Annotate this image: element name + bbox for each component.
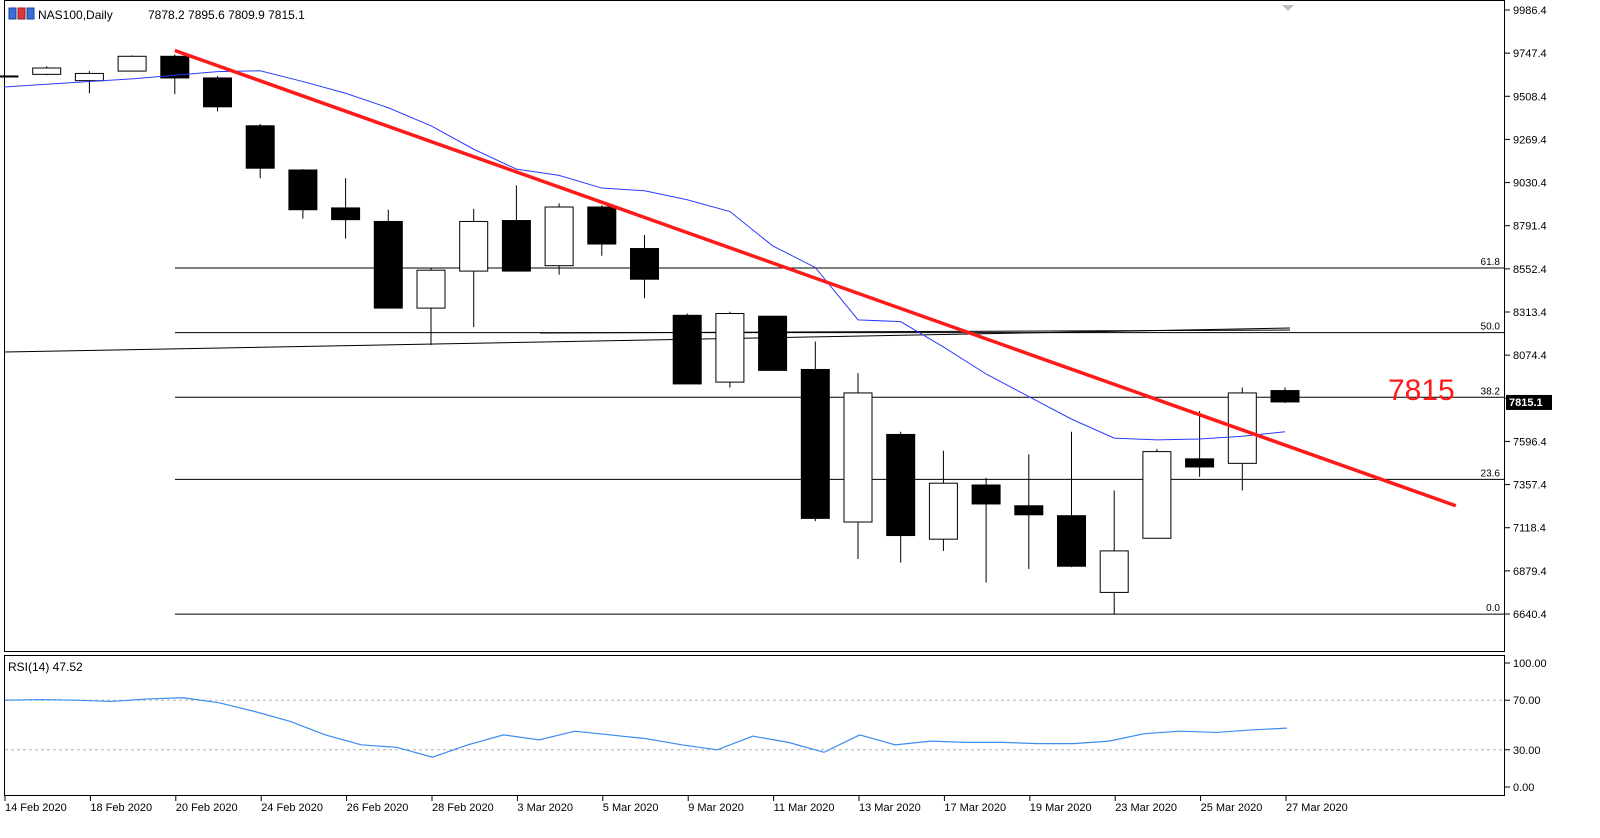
candle: [1014, 454, 1044, 569]
fib-label: 0.0: [1486, 603, 1500, 614]
date-tick-label: 11 Mar 2020: [774, 802, 835, 814]
price-axis: 9986.4 9747.4 9508.4 9269.4 9030.4 8791.4 8552…: [1505, 5, 1547, 621]
candle: [758, 315, 788, 371]
price-tick-label: 6879.4: [1513, 566, 1547, 578]
rsi-tick-label: 30.00: [1513, 745, 1541, 757]
rsi-indicator: 100.00 70.00 30.00 0.00: [4, 658, 1547, 794]
candle: [459, 208, 489, 328]
candle: [672, 313, 702, 385]
date-tick-label: 20 Feb 2020: [176, 802, 238, 814]
price-tick-label: 7357.4: [1513, 480, 1547, 492]
date-tick-label: 18 Feb 2020: [90, 802, 152, 814]
price-tick-label: 7118.4: [1513, 523, 1546, 535]
candle: [373, 209, 403, 309]
candle: [74, 71, 104, 94]
price-tick-label: 9508.4: [1513, 91, 1547, 103]
chart-shift-marker-icon[interactable]: [1282, 5, 1294, 11]
candle: [416, 268, 446, 346]
price-tick-label: 8313.4: [1513, 307, 1547, 319]
fibonacci-levels: 61.8 50.0 38.2 23.6 0.0: [175, 257, 1504, 615]
candle: [288, 169, 318, 219]
candle: [0, 75, 19, 78]
rsi-tick-label: 100.00: [1513, 658, 1547, 670]
fib-label: 23.6: [1481, 468, 1501, 479]
candle: [1099, 490, 1129, 615]
candle: [1185, 410, 1215, 477]
date-tick-label: 14 Feb 2020: [5, 802, 67, 814]
price-panel-frame: [4, 0, 1505, 652]
candle: [971, 477, 1001, 583]
date-tick-label: 25 Mar 2020: [1201, 802, 1263, 814]
trendline[interactable]: [174, 48, 1457, 508]
date-tick-label: 13 Mar 2020: [859, 802, 921, 814]
price-tick-label: 9986.4: [1513, 5, 1547, 17]
price-tick-label: 9030.4: [1513, 178, 1547, 190]
candle: [331, 178, 361, 239]
date-tick-label: 9 Mar 2020: [688, 802, 744, 814]
candle: [843, 373, 873, 560]
candle: [1142, 448, 1172, 539]
candle: [203, 76, 232, 112]
fib-label: 38.2: [1481, 386, 1501, 397]
price-callout: 7815: [1388, 374, 1455, 407]
horizontal-line: [4, 327, 1291, 353]
date-tick-label: 3 Mar 2020: [517, 802, 573, 814]
rsi-tick-label: 70.00: [1513, 695, 1541, 707]
candle: [160, 54, 190, 95]
date-tick-label: 5 Mar 2020: [603, 802, 659, 814]
ohlc-readout: 7878.2 7895.6 7809.9 7815.1: [148, 8, 305, 22]
downtrend-line: [174, 48, 1457, 508]
price-tick-label: 8552.4: [1513, 264, 1547, 276]
candle: [1227, 387, 1257, 491]
date-tick-label: 19 Mar 2020: [1030, 802, 1092, 814]
rsi-title: RSI(14) 47.52: [8, 660, 83, 674]
fib-label: 61.8: [1481, 257, 1501, 268]
candle: [715, 311, 745, 388]
date-tick-label: 26 Feb 2020: [347, 802, 409, 814]
candle: [544, 203, 574, 275]
date-tick-label: 17 Mar 2020: [944, 802, 1006, 814]
fib-label: 50.0: [1481, 322, 1501, 333]
price-tick-label: 8791.4: [1513, 221, 1547, 233]
price-tick-label: 9747.4: [1513, 48, 1547, 60]
date-tick-label: 23 Mar 2020: [1115, 802, 1177, 814]
candle: [587, 205, 617, 256]
candle: [800, 341, 830, 522]
moving-average-line: [3, 70, 1286, 441]
candle: [1270, 387, 1300, 403]
rsi-line: [4, 697, 1288, 758]
date-tick-label: 28 Feb 2020: [432, 802, 494, 814]
rsi-tick-label: 0.00: [1513, 782, 1534, 794]
current-price-tag: 7815.1: [1506, 394, 1552, 410]
date-axis: 14 Feb 2020 18 Feb 2020 20 Feb 2020 24 Feb …: [4, 796, 1348, 814]
price-tick-label: 8074.4: [1513, 350, 1547, 362]
candle: [886, 431, 916, 563]
symbol-label: NAS100,Daily: [38, 8, 113, 22]
moving-average: [3, 70, 1286, 441]
candlesticks: [0, 54, 1300, 615]
price-tick-label: 6640.4: [1513, 609, 1547, 621]
svg-text:7815.1: 7815.1: [1509, 397, 1543, 409]
symbol-icon: [8, 7, 35, 20]
price-tick-label: 7596.4: [1513, 436, 1547, 448]
date-tick-label: 27 Mar 2020: [1286, 802, 1348, 814]
chart-decorations: [4, 327, 1291, 353]
candle: [1057, 431, 1086, 568]
candle: [245, 123, 275, 179]
horizontal-line-2: [539, 329, 1291, 334]
candle: [928, 450, 958, 551]
candle: [32, 66, 62, 76]
candle: [501, 185, 531, 272]
date-tick-label: 24 Feb 2020: [261, 802, 323, 814]
candle: [630, 234, 659, 299]
rsi-panel-frame: [4, 655, 1505, 796]
candle: [117, 55, 147, 72]
price-tick-label: 9269.4: [1513, 134, 1547, 146]
